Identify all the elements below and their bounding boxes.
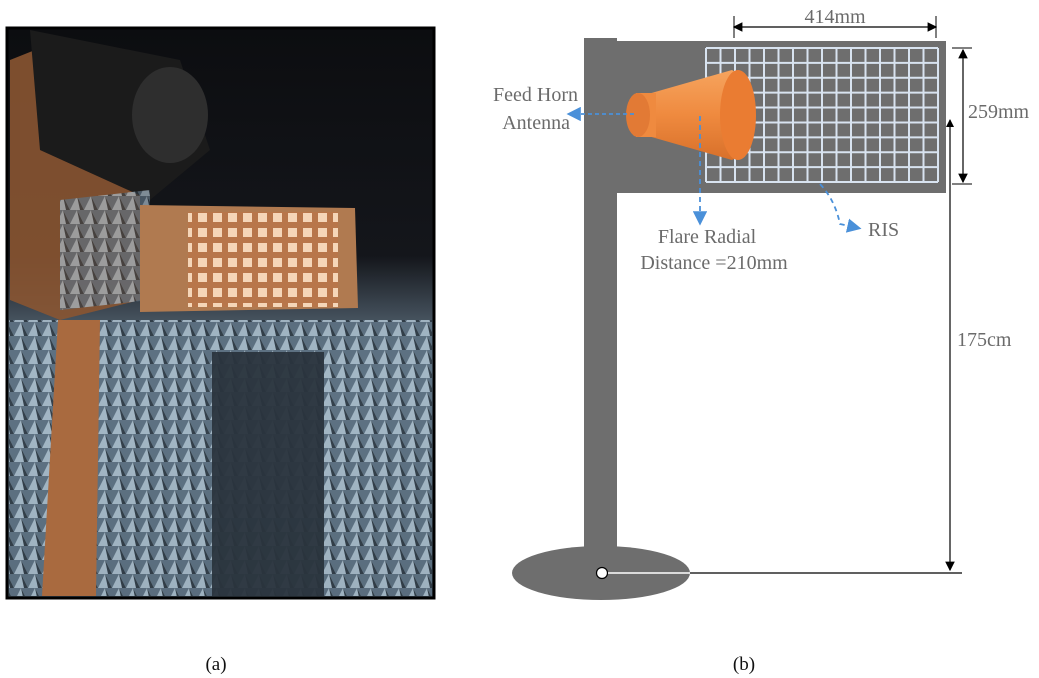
- absorber-block: [212, 352, 324, 596]
- feed-horn-label-line1: Feed Horn: [493, 84, 578, 106]
- width-dimension-label: 414mm: [804, 6, 866, 28]
- ris-label: RIS: [868, 219, 899, 241]
- height-dimension-label: 259mm: [968, 101, 1030, 123]
- horn-mount-ring: [132, 67, 208, 163]
- stand-height-dimension-label: 175cm: [957, 329, 1012, 351]
- ris-arrow: [819, 183, 862, 233]
- pivot-point: [595, 566, 609, 580]
- flare-label-line2: Distance =210mm: [640, 252, 788, 274]
- wooden-post: [42, 320, 100, 596]
- caption-a: (a): [205, 654, 226, 675]
- feed-horn-label-line2: Antenna: [502, 112, 570, 134]
- photo-panel: [5, 26, 436, 600]
- ris-patch-array: [188, 212, 338, 307]
- caption-b: (b): [733, 654, 755, 675]
- flare-label-line1: Flare Radial: [658, 226, 757, 248]
- diagram-panel: [512, 16, 972, 600]
- mount-absorber: [60, 190, 150, 310]
- feed-horn-antenna: [626, 70, 756, 160]
